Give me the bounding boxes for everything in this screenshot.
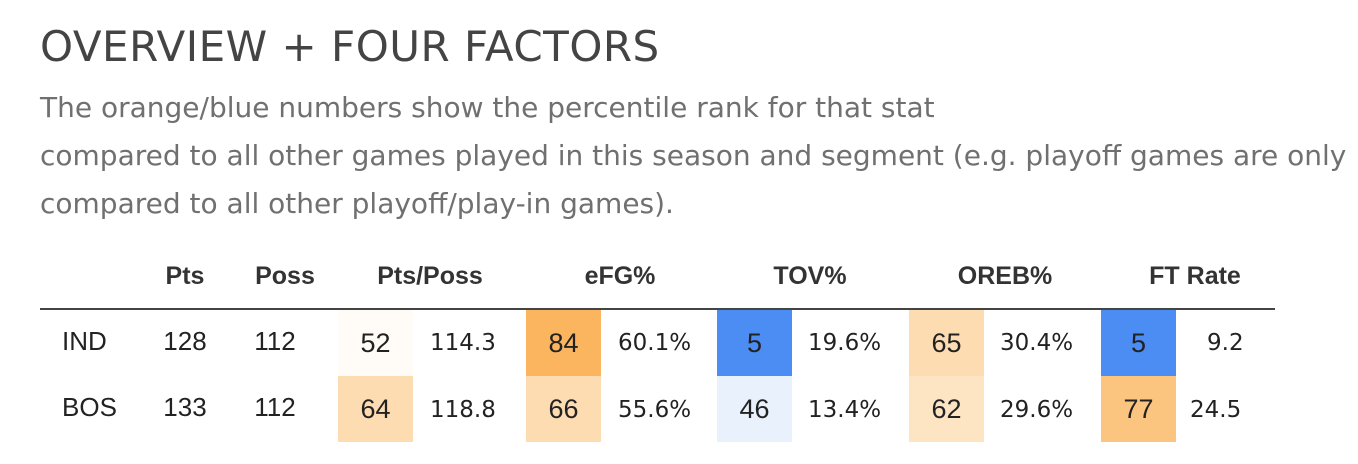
efg-value: 60.1% bbox=[618, 330, 692, 356]
ft-rate-rank: 5 bbox=[1101, 310, 1176, 376]
header-tov: TOV% bbox=[773, 262, 847, 290]
header-pts-poss: Pts/Poss bbox=[377, 262, 483, 290]
header-oreb: OREB% bbox=[957, 262, 1053, 290]
oreb-value: 29.6% bbox=[1000, 397, 1074, 423]
header-pts: Pts bbox=[165, 262, 205, 290]
tov-value: 13.4% bbox=[808, 397, 882, 423]
subtitle-line: compared to all other games played in th… bbox=[40, 139, 1347, 172]
oreb-rank: 62 bbox=[909, 376, 984, 442]
header-poss: Poss bbox=[255, 262, 315, 290]
ft-rate-value: 24.5 bbox=[1190, 397, 1242, 423]
team-name: IND bbox=[62, 326, 107, 356]
pts-cell: 128 bbox=[163, 326, 207, 356]
efg-rank: 66 bbox=[526, 376, 601, 442]
pts-cell: 133 bbox=[163, 392, 207, 422]
header-ft-rate: FT Rate bbox=[1149, 262, 1241, 290]
pts-poss-rank: 64 bbox=[338, 376, 413, 442]
header-efg: eFG% bbox=[584, 262, 656, 290]
tov-rank: 46 bbox=[717, 376, 792, 442]
ft-rate-rank: 77 bbox=[1101, 376, 1176, 442]
page-title: OVERVIEW + FOUR FACTORS bbox=[40, 22, 660, 71]
pts-poss-value: 114.3 bbox=[430, 330, 496, 356]
tov-value: 19.6% bbox=[808, 330, 882, 356]
efg-value: 55.6% bbox=[618, 397, 692, 423]
tov-rank: 5 bbox=[717, 310, 792, 376]
poss-cell: 112 bbox=[254, 392, 296, 422]
oreb-value: 30.4% bbox=[1000, 330, 1074, 356]
subtitle-line: compared to all other playoff/play-in ga… bbox=[40, 187, 674, 220]
header-divider bbox=[40, 308, 1275, 310]
pts-poss-rank: 52 bbox=[338, 310, 413, 376]
poss-cell: 112 bbox=[254, 326, 296, 356]
efg-rank: 84 bbox=[526, 310, 601, 376]
subtitle: The orange/blue numbers show the percent… bbox=[40, 84, 1346, 228]
oreb-rank: 65 bbox=[909, 310, 984, 376]
ft-rate-value: 9.2 bbox=[1207, 330, 1244, 356]
subtitle-line: The orange/blue numbers show the percent… bbox=[40, 91, 935, 124]
team-name: BOS bbox=[62, 392, 117, 422]
pts-poss-value: 118.8 bbox=[430, 397, 496, 423]
